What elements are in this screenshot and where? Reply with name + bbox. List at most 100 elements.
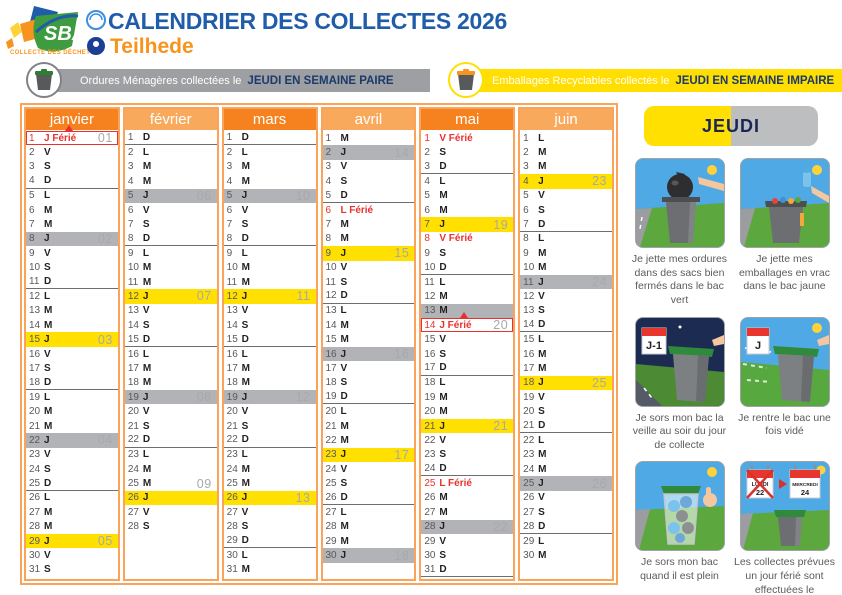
day-number: 29 <box>29 535 41 547</box>
day-number: 2 <box>424 147 430 159</box>
day-row: 21 M <box>323 419 415 433</box>
day-letter: D <box>142 434 151 446</box>
day-row: 24 M <box>520 462 612 476</box>
day-row: 30 J 18 <box>322 548 415 563</box>
day-number: 8 <box>29 233 35 245</box>
day-number: 5 <box>523 190 529 202</box>
day-letter: M <box>142 161 152 173</box>
day-row: 22 J 04 <box>26 433 118 448</box>
day-row: 18 D <box>26 376 118 391</box>
day-number: 16 <box>127 348 139 360</box>
day-letter: M <box>538 262 547 274</box>
day-number: 13 <box>523 305 535 317</box>
green-bin-lid <box>773 510 806 518</box>
tip-caption: Je jette mes ordures dans des sacs bien … <box>631 253 728 306</box>
day-letter: S <box>44 161 51 173</box>
month-avril: avril 1 M 2 J 14 3 V 4 S 5 D 6 L Férié 7 M 8 M 9 J 15 10 V 11 S 1… <box>320 107 417 581</box>
day-row: 13 V <box>125 304 217 318</box>
day-row: 16 V <box>26 347 118 361</box>
day-row: 29 V <box>421 534 513 548</box>
day-row: 6 L Férié <box>323 203 415 217</box>
day-letter: V <box>44 348 51 360</box>
day-number: 2 <box>29 147 35 159</box>
day-number: 20 <box>523 406 535 418</box>
week-number: 24 <box>592 275 607 290</box>
day-number: 17 <box>325 362 337 374</box>
green-bin-lid <box>772 345 819 357</box>
day-letter: D <box>241 535 249 547</box>
day-number: 14 <box>424 319 436 331</box>
day-letter: J <box>340 348 347 360</box>
day-row: 14 J Férié 20 <box>421 311 513 333</box>
day-letter: M <box>44 506 53 518</box>
day-row: 16 M <box>520 347 612 361</box>
month-header: mars <box>223 109 316 130</box>
sun-icon <box>811 322 822 333</box>
day-letter: L <box>538 535 545 547</box>
day-number: 18 <box>523 377 535 389</box>
day-letter: V <box>439 334 446 346</box>
day-letter: V <box>44 247 51 259</box>
day-row: 25 L Férié <box>421 476 513 490</box>
day-row: 15 D <box>124 332 217 347</box>
day-row: 17 V <box>323 361 415 375</box>
day-letter: L <box>241 247 248 259</box>
day-row: 30 V <box>26 548 118 562</box>
day-number: 14 <box>127 319 139 331</box>
day-letter: M <box>241 262 250 274</box>
day-letter: V <box>538 190 545 202</box>
day-number: 6 <box>29 204 35 216</box>
day-row: 21 S <box>224 419 316 433</box>
day-letter: V <box>340 362 348 374</box>
page-title: CALENDRIER DES COLLECTES 2026 <box>108 8 507 34</box>
day-row: 27 S <box>520 505 612 519</box>
day-letter: V <box>142 204 150 216</box>
plastic-bottle <box>802 172 811 187</box>
day-letter: J <box>241 492 248 504</box>
day-row: 10 M <box>224 261 316 275</box>
day-number: 14 <box>29 319 41 331</box>
day-number: 24 <box>325 463 337 475</box>
day-number: 3 <box>523 161 529 173</box>
day-row: 12 L <box>26 289 118 303</box>
day-row: 29 J 05 <box>26 533 118 549</box>
day-letter: L <box>439 175 446 187</box>
day-number: 15 <box>29 334 41 346</box>
day-row: 24 D <box>421 462 514 477</box>
day-letter: D <box>44 276 52 288</box>
day-letter: D <box>241 333 249 345</box>
day-row: 19 L <box>26 390 118 404</box>
day-number: 13 <box>325 305 337 317</box>
week-number: 05 <box>97 534 113 549</box>
day-letter: J <box>44 434 50 446</box>
day-row: 18 M <box>125 376 217 390</box>
day-letter: V <box>241 305 249 317</box>
day-number: 24 <box>29 463 41 475</box>
day-number: 10 <box>226 262 238 274</box>
logo-tagline: COLLECTE DES DÉCHETS <box>10 50 95 56</box>
day-number: 1 <box>127 132 134 144</box>
day-letter: S <box>340 175 348 187</box>
ferie-shift-scene-illustration: LUNDI 22 MERCREDI 24 <box>740 462 829 551</box>
day-row: 20 M <box>421 404 513 418</box>
day-row: 16 L <box>125 347 217 361</box>
day-row: 17 S <box>26 361 118 375</box>
day-number: 21 <box>29 420 41 432</box>
day-row: 28 M <box>26 520 118 534</box>
day-row: 11 S <box>323 275 415 289</box>
week-number: 01 <box>97 131 113 146</box>
day-letter: L <box>439 276 446 288</box>
day-number: 5 <box>424 190 430 202</box>
day-row: 24 V <box>323 462 415 476</box>
day-number: 20 <box>424 406 436 418</box>
day-letter: V <box>142 406 150 418</box>
day-number: 23 <box>325 449 337 461</box>
day-number: 7 <box>226 219 233 231</box>
day-number: 12 <box>325 290 337 302</box>
day-row: 14 S <box>224 318 316 332</box>
